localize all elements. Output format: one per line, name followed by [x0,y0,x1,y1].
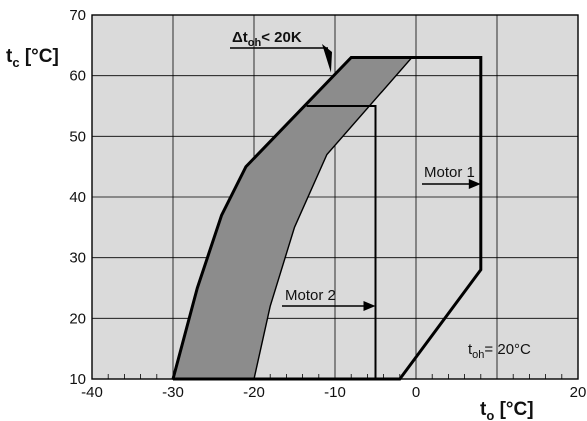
motor2-envelope [306,105,377,379]
x-axis-label: to [°C] [480,399,534,421]
y-axis-label: tc [°C] [6,46,59,70]
x-tick-label: 0 [412,384,420,401]
x-tick-label: 20 [570,384,587,401]
arrow-head [468,179,481,189]
toh-annotation: toh= 20°C [468,341,531,361]
x-tick-label: -20 [243,384,265,401]
y-tick-label: 50 [69,128,86,145]
x-tick-label: -10 [324,384,346,401]
x-tick-labels: -40 -30 -20 -10 0 20 [81,384,586,401]
arrow-head [363,301,376,311]
y-tick-label: 20 [69,310,86,327]
y-tick-label: 70 [69,7,86,24]
y-tick-label: 30 [69,250,86,267]
y-tick-labels: 10 20 30 40 50 60 70 [69,7,86,388]
y-tick-label: 40 [69,189,86,206]
plot-frame [91,14,579,380]
x-tick-label: -40 [81,384,103,401]
x-tick-label: -30 [162,384,184,401]
delta-arrow-head [322,44,332,73]
annotation-arrows [230,44,481,311]
y-tick-label: 10 [69,371,86,388]
delta-t-annotation: Δtoh< 20K [232,29,302,49]
motor1-envelope [171,56,483,381]
y-tick-label: 60 [69,68,86,85]
motor2-label: Motor 2 [285,287,336,304]
motor1-label: Motor 1 [424,164,475,181]
